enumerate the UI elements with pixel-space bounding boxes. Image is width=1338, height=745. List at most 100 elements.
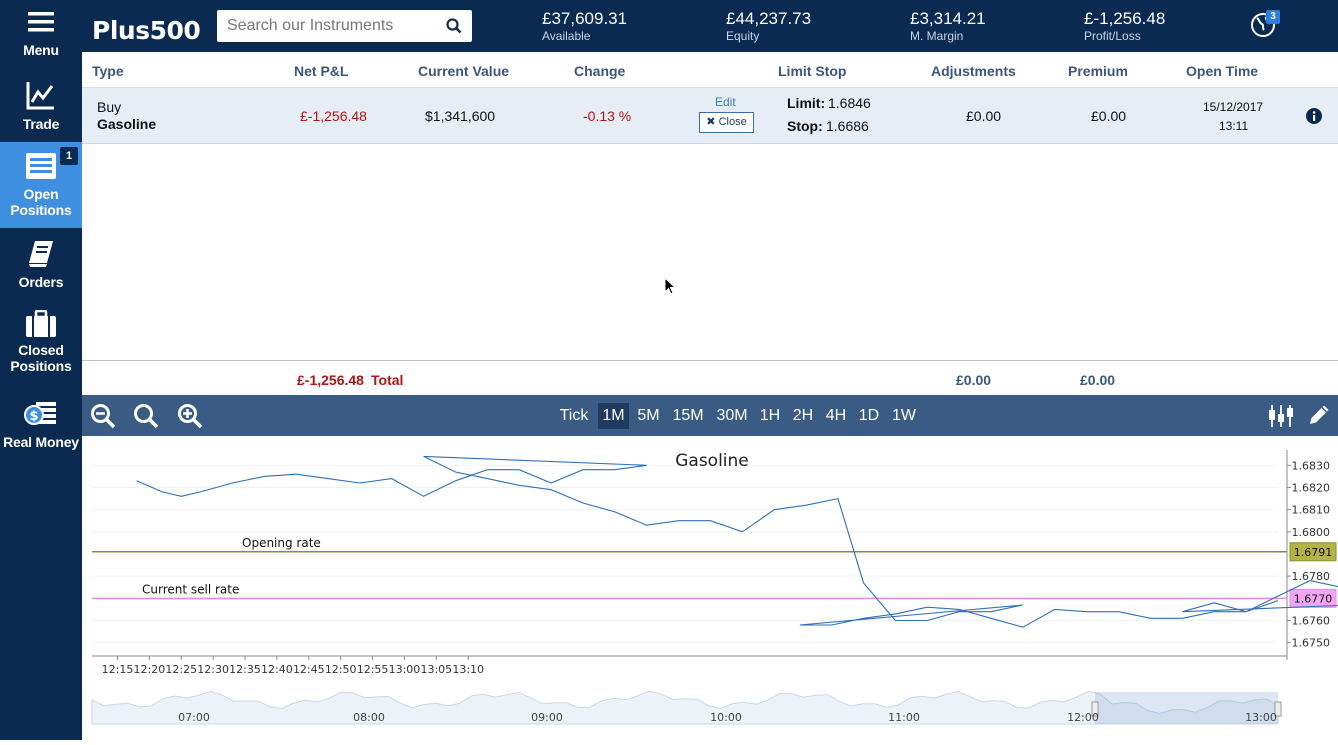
candlestick-icon[interactable]: [1268, 404, 1294, 428]
x-tick-label: 12:15: [102, 663, 134, 676]
timeframe-1h[interactable]: 1H: [759, 407, 781, 424]
rate-tag-label: 1.6791: [1294, 546, 1333, 559]
position-type: Buy: [97, 99, 122, 115]
reference-line-label: Current sell rate: [142, 582, 239, 596]
sidebar-item-menu[interactable]: Menu: [0, 10, 82, 72]
navigator-handle-right: [1274, 701, 1282, 717]
col-header-premium[interactable]: Premium: [1068, 63, 1128, 79]
limit-label: Limit:: [787, 95, 826, 111]
x-tick-label: 13:05: [420, 663, 452, 676]
list-icon: [26, 153, 56, 179]
navigator-tick-label: 08:00: [353, 711, 385, 724]
col-header-open-time[interactable]: Open Time: [1186, 63, 1259, 79]
timeframe-5m[interactable]: 5M: [637, 407, 660, 424]
position-open-date: 15/12/2017: [1203, 100, 1264, 114]
open-positions-badge: 1: [60, 147, 78, 165]
chart-title: Gasoline: [675, 451, 749, 471]
navigator-selection: [1095, 692, 1278, 724]
stat-value: £-1,256.48: [1084, 9, 1166, 28]
sidebar-item-trade[interactable]: Trade: [0, 80, 82, 140]
y-tick-label: 1.6800: [1292, 526, 1331, 539]
stat-label: Equity: [726, 29, 760, 43]
position-net-pl: £-1,256.48: [300, 108, 367, 124]
timeframe-4h[interactable]: 4H: [825, 407, 847, 424]
stop-value: 1.6686: [826, 118, 869, 134]
sidebar-item-label: Closed Positions: [10, 342, 72, 374]
logo-text: Plus500: [92, 16, 200, 44]
sidebar-item-label: Orders: [18, 274, 64, 290]
total-label: Total: [371, 372, 404, 388]
stat-available: £37,609.31 Available: [542, 9, 627, 43]
totals-divider: [82, 360, 1338, 361]
search-icon[interactable]: [446, 18, 462, 34]
x-tick-label: 12:25: [165, 663, 197, 676]
navigator-tick-label: 09:00: [531, 711, 563, 724]
plus500-logo[interactable]: Plus500: [92, 10, 212, 44]
timeframe-15m[interactable]: 15M: [672, 407, 704, 424]
col-header-net-pl[interactable]: Net P&L: [294, 63, 349, 79]
col-header-limit-stop[interactable]: Limit Stop: [778, 63, 847, 79]
y-tick-label: 1.6820: [1292, 481, 1331, 494]
sidebar-item-closed-positions[interactable]: Closed Positions: [0, 310, 82, 380]
position-open-time: 13:11: [1219, 119, 1249, 133]
timeframe-tick[interactable]: Tick: [559, 407, 589, 424]
search-input[interactable]: [217, 10, 427, 42]
sidebar-item-open-positions[interactable]: 1 Open Positions: [0, 142, 82, 228]
navigator-tick-label: 13:00: [1245, 711, 1277, 724]
navigator-tick-label: 11:00: [888, 711, 920, 724]
sidebar-item-orders[interactable]: Orders: [0, 240, 82, 292]
timeframe-1m[interactable]: 1M: [598, 403, 629, 429]
zoom-in-icon[interactable]: [177, 403, 203, 429]
y-tick-label: 1.6760: [1292, 615, 1331, 628]
zoom-reset-icon[interactable]: [133, 403, 159, 429]
col-header-adjustments[interactable]: Adjustments: [931, 63, 1016, 79]
svg-text:$: $: [29, 409, 38, 424]
stat-value: £44,237.73: [726, 9, 812, 28]
timeframe-30m[interactable]: 30M: [716, 407, 748, 424]
zoom-out-icon[interactable]: [90, 403, 116, 429]
position-current-value: $1,341,600: [425, 108, 496, 124]
briefcase-icon: [26, 310, 56, 337]
stat-label: M. Margin: [910, 29, 964, 43]
navigator-tick-label: 10:00: [710, 711, 742, 724]
total-adjustments: £0.00: [956, 372, 992, 388]
positions-table-header: Type Net P&L Current Value Change Limit …: [82, 52, 1338, 88]
x-tick-label: 12:45: [293, 663, 325, 676]
money-icon: $: [24, 402, 56, 425]
timeframe-2h[interactable]: 2H: [792, 407, 814, 424]
y-tick-label: 1.6780: [1292, 570, 1331, 583]
edit-button[interactable]: Edit: [715, 95, 736, 109]
sidebar-item-real-money[interactable]: $ Real Money: [0, 400, 82, 460]
close-label: Close: [718, 116, 747, 128]
col-header-change[interactable]: Change: [574, 63, 626, 79]
position-instrument: Gasoline: [97, 116, 157, 132]
price-chart[interactable]: Gasoline 1.6830 1.6820 1.6810 1.6800 1.6780 1.…: [82, 436, 1338, 740]
position-change: -0.13 %: [583, 108, 632, 124]
table-row[interactable]: Buy Gasoline £-1,256.48 $1,341,600 -0.13…: [82, 88, 1338, 144]
sidebar-item-label: Real Money: [3, 434, 79, 450]
stat-value: £37,609.31: [542, 9, 628, 28]
x-tick-label: 12:50: [325, 663, 357, 676]
draw-pencil-icon[interactable]: [1307, 403, 1331, 427]
sidebar-item-label: Trade: [22, 116, 60, 132]
chart-toolbar: Tick 1M 5M 15M 30M 1H 2H 4H 1D 1W: [82, 395, 1338, 436]
col-header-current-value[interactable]: Current Value: [418, 63, 510, 79]
x-tick-label: 12:40: [261, 663, 293, 676]
x-tick-label: 12:30: [197, 663, 229, 676]
stat-label: Available: [542, 29, 591, 43]
close-position-button[interactable]: ✖ Close: [699, 112, 754, 133]
book-icon: [29, 241, 53, 267]
x-tick-label: 13:10: [452, 663, 484, 676]
info-icon[interactable]: [1306, 108, 1322, 124]
rate-tag: [1289, 588, 1337, 608]
rate-tag: [1289, 542, 1337, 562]
y-tick-label: 1.6830: [1292, 459, 1331, 472]
x-tick-label: 13:00: [389, 663, 421, 676]
navigator-handle-left: [1091, 701, 1099, 717]
col-header-type[interactable]: Type: [92, 63, 124, 79]
sidebar: Menu Trade 1 Open Positions Orders Close…: [0, 0, 82, 740]
y-tick-label: 1.6810: [1292, 504, 1331, 517]
top-bar: Plus500 £37,609.31 Available £44,237.73 …: [82, 0, 1338, 52]
timeframe-1d[interactable]: 1D: [858, 407, 880, 424]
timeframe-1w[interactable]: 1W: [892, 407, 916, 424]
